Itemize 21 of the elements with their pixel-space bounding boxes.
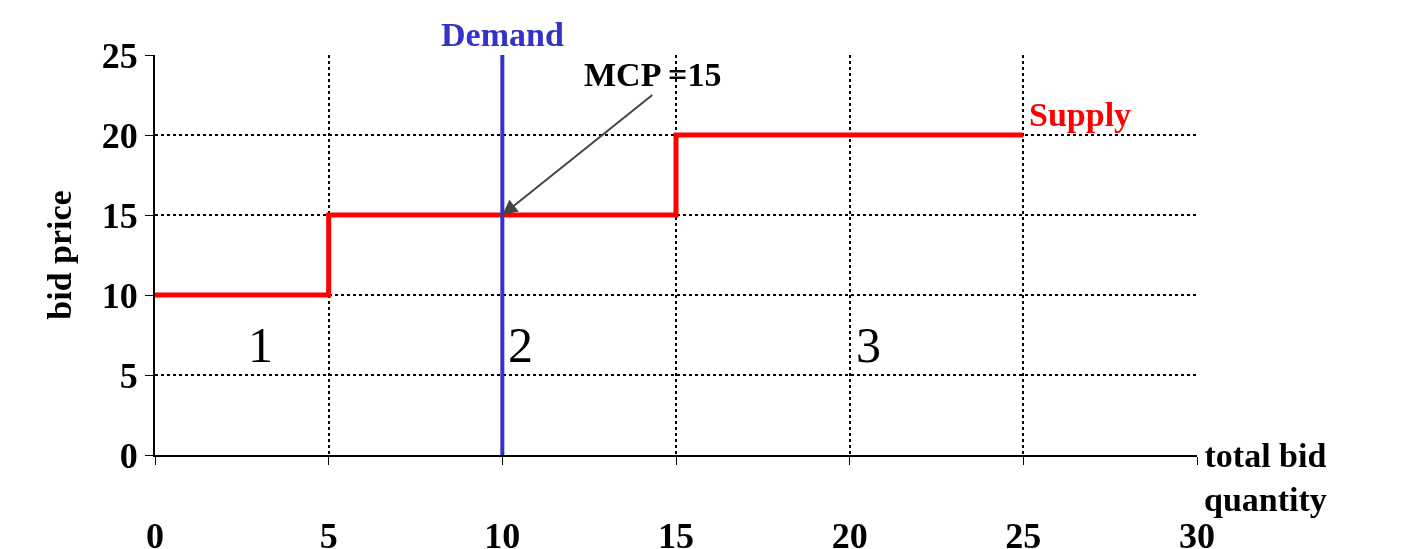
annotation: 2 bbox=[508, 317, 533, 373]
x-tick-label: 25 bbox=[1005, 516, 1042, 549]
x-tick-label: 15 bbox=[658, 516, 694, 549]
y-tick-label: 25 bbox=[101, 35, 138, 76]
x-tick-label: 30 bbox=[1179, 516, 1215, 549]
x-tick-label: 10 bbox=[484, 516, 521, 549]
annotation: 1 bbox=[248, 317, 273, 373]
y-tick-label: 10 bbox=[101, 275, 138, 316]
y-tick-label: 20 bbox=[101, 115, 138, 156]
y-tick-label: 0 bbox=[119, 435, 138, 476]
x-tick-label: 0 bbox=[146, 516, 164, 549]
x-axis-title: total bid quantity bbox=[1204, 437, 1327, 519]
series-label: Supply bbox=[1029, 96, 1132, 133]
y-tick-label: 5 bbox=[119, 355, 138, 396]
annotation: 3 bbox=[856, 317, 881, 373]
x-tick-label: 20 bbox=[831, 516, 868, 549]
y-tick-label: 15 bbox=[101, 195, 138, 236]
y-axis-title: bid price bbox=[40, 190, 78, 320]
x-tick-label: 5 bbox=[319, 516, 338, 549]
annotation: MCP =15 bbox=[584, 56, 722, 93]
ref-line-label: Demand bbox=[441, 16, 564, 53]
